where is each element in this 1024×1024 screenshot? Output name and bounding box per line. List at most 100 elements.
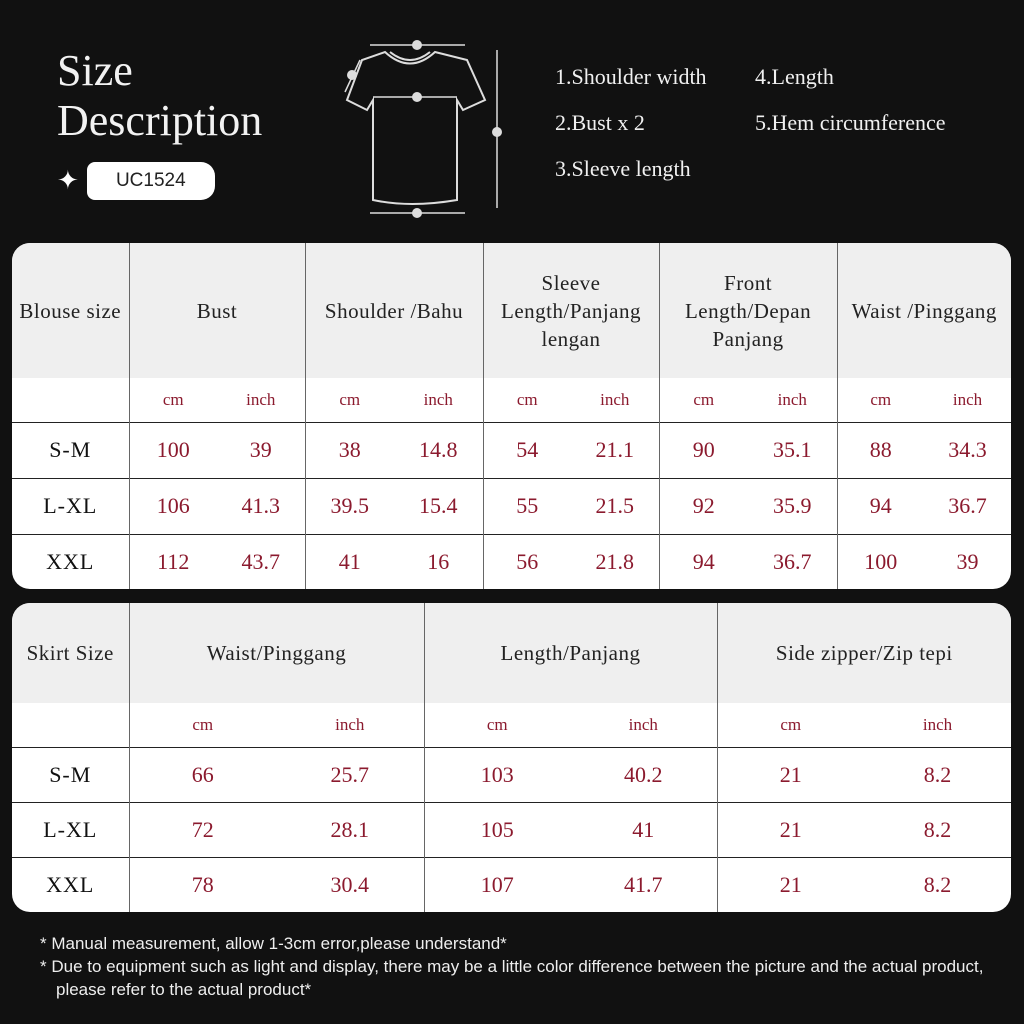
- size-label: S-M: [12, 421, 129, 478]
- column-header: Waist/Pinggang: [128, 603, 425, 703]
- size-label: L-XL: [12, 477, 129, 534]
- measurement-value: 66: [128, 746, 276, 803]
- unit-cm: cm: [716, 703, 865, 747]
- measurement-value: 41: [304, 533, 395, 589]
- skirt-size-table: Skirt Size Waist/Pinggang Length/Panjang Si…: [12, 603, 1011, 912]
- unit-inch: inch: [922, 714, 953, 734]
- unit-cm: cm: [128, 378, 217, 422]
- legend-item: 3.Sleeve length: [555, 156, 691, 181]
- size-label: S-M: [12, 746, 129, 803]
- empty-cell: [12, 378, 129, 422]
- title-line-2: Description: [57, 96, 263, 145]
- measurement-value: 100: [128, 421, 217, 478]
- product-code-badge: UC1524: [86, 162, 215, 200]
- measurement-value: 36.7: [924, 477, 1011, 534]
- column-header: Bust: [128, 243, 306, 378]
- table-row: L-XL 72 28.1 105 41 21 8.2: [12, 801, 1011, 858]
- measurement-value: 92: [658, 477, 749, 534]
- measurement-value: 39: [924, 533, 1011, 589]
- measurement-value: 21.8: [571, 533, 660, 589]
- measurement-value: 90: [658, 421, 749, 478]
- measurement-value: 34.3: [924, 421, 1011, 478]
- column-header: Length/Panjang: [423, 603, 718, 703]
- column-header: Sleeve Length/Panjang lengan: [482, 243, 660, 378]
- measurement-value: 36.7: [748, 533, 838, 589]
- measurement-legend-col2: 4.Length 5.Hem circumference: [755, 54, 946, 146]
- measurement-value: 41.3: [217, 477, 306, 534]
- measurement-value: 21.1: [571, 421, 660, 478]
- measurement-value: 28.1: [276, 801, 425, 858]
- measurement-value: 8.2: [864, 746, 1011, 803]
- unit-cm: cm: [836, 378, 925, 422]
- disclaimer-notes: * Manual measurement, allow 1-3cm error,…: [40, 932, 1024, 1001]
- page-title: Size Description: [57, 46, 262, 146]
- size-label: XXL: [12, 857, 129, 912]
- measurement-value: 21: [716, 801, 865, 858]
- measurement-value: 38: [304, 421, 395, 478]
- measurement-value: 21: [716, 857, 865, 912]
- measurement-value: 35.1: [748, 421, 838, 478]
- size-label: XXL: [12, 533, 129, 589]
- measurement-value: 16: [394, 533, 484, 589]
- empty-cell: [12, 703, 129, 747]
- measurement-value: 103: [423, 746, 571, 803]
- legend-item: 1.Shoulder width: [555, 64, 707, 89]
- table-row: XXL 112 43.7 41 16 56 21.8 94 36.7 100 39: [12, 533, 1011, 589]
- measurement-value: 41.7: [570, 857, 718, 912]
- size-label: L-XL: [12, 801, 129, 858]
- unit-inch: inch: [423, 389, 453, 409]
- unit-inch: inch: [600, 389, 630, 409]
- legend-item: 2.Bust x 2: [555, 110, 645, 135]
- measurement-value: 56: [482, 533, 572, 589]
- header-row: Skirt Size Waist/Pinggang Length/Panjang Si…: [12, 603, 1011, 703]
- unit-inch: inch: [952, 389, 983, 409]
- measurement-value: 39: [217, 421, 306, 478]
- measurement-value: 112: [128, 533, 217, 589]
- unit-cm: cm: [304, 378, 395, 422]
- table-row: S-M 66 25.7 103 40.2 21 8.2: [12, 746, 1011, 803]
- measurement-value: 14.8: [394, 421, 484, 478]
- unit-inch: inch: [335, 714, 365, 734]
- measurement-value: 21.5: [571, 477, 660, 534]
- note-item: * Manual measurement, allow 1-3cm error,…: [40, 934, 507, 953]
- unit-cm: cm: [423, 703, 571, 747]
- measurement-value: 55: [482, 477, 572, 534]
- unit-cm: cm: [658, 378, 749, 422]
- measurement-value: 43.7: [217, 533, 306, 589]
- measurement-value: 105: [423, 801, 571, 858]
- column-header: Shoulder /Bahu: [304, 243, 484, 378]
- column-header: Waist /Pinggang: [836, 243, 1011, 378]
- measurement-value: 54: [482, 421, 572, 478]
- measurement-value: 30.4: [276, 857, 425, 912]
- unit-inch: inch: [246, 389, 276, 409]
- column-header: Front Length/Depan Panjang: [658, 243, 838, 378]
- measurement-legend-col1: 1.Shoulder width 2.Bust x 2 3.Sleeve len…: [555, 54, 707, 192]
- measurement-value: 21: [716, 746, 865, 803]
- measurement-value: 107: [423, 857, 571, 912]
- column-header: Blouse size: [12, 243, 129, 378]
- unit-inch: inch: [777, 389, 807, 409]
- column-header: Side zipper/Zip tepi: [716, 603, 1011, 703]
- blouse-size-table: Blouse size Bust Shoulder /Bahu Sleeve Leng…: [12, 243, 1011, 589]
- unit-cm: cm: [482, 378, 572, 422]
- column-header: Skirt Size: [12, 603, 129, 703]
- shirt-measurement-diagram: [344, 40, 502, 218]
- measurement-value: 94: [836, 477, 925, 534]
- note-item: * Due to equipment such as light and dis…: [40, 957, 984, 999]
- measurement-value: 88: [836, 421, 925, 478]
- legend-item: 5.Hem circumference: [755, 110, 946, 135]
- measurement-value: 72: [128, 801, 276, 858]
- measurement-value: 106: [128, 477, 217, 534]
- measurement-value: 8.2: [864, 801, 1011, 858]
- product-code-row: ✦ UC1524: [57, 162, 215, 200]
- unit-cm: cm: [128, 703, 276, 747]
- title-line-1: Size: [57, 46, 133, 95]
- measurement-value: 39.5: [304, 477, 395, 534]
- measurement-value: 15.4: [394, 477, 484, 534]
- measurement-value: 40.2: [570, 746, 718, 803]
- table-row: XXL 78 30.4 107 41.7 21 8.2: [12, 857, 1011, 912]
- unit-inch: inch: [628, 714, 658, 734]
- measurement-value: 8.2: [864, 857, 1011, 912]
- units-row: cm inch cm inch cm inch: [12, 703, 1011, 747]
- table-row: S-M 100 39 38 14.8 54 21.1 90 35.1 88 34.3: [12, 421, 1011, 478]
